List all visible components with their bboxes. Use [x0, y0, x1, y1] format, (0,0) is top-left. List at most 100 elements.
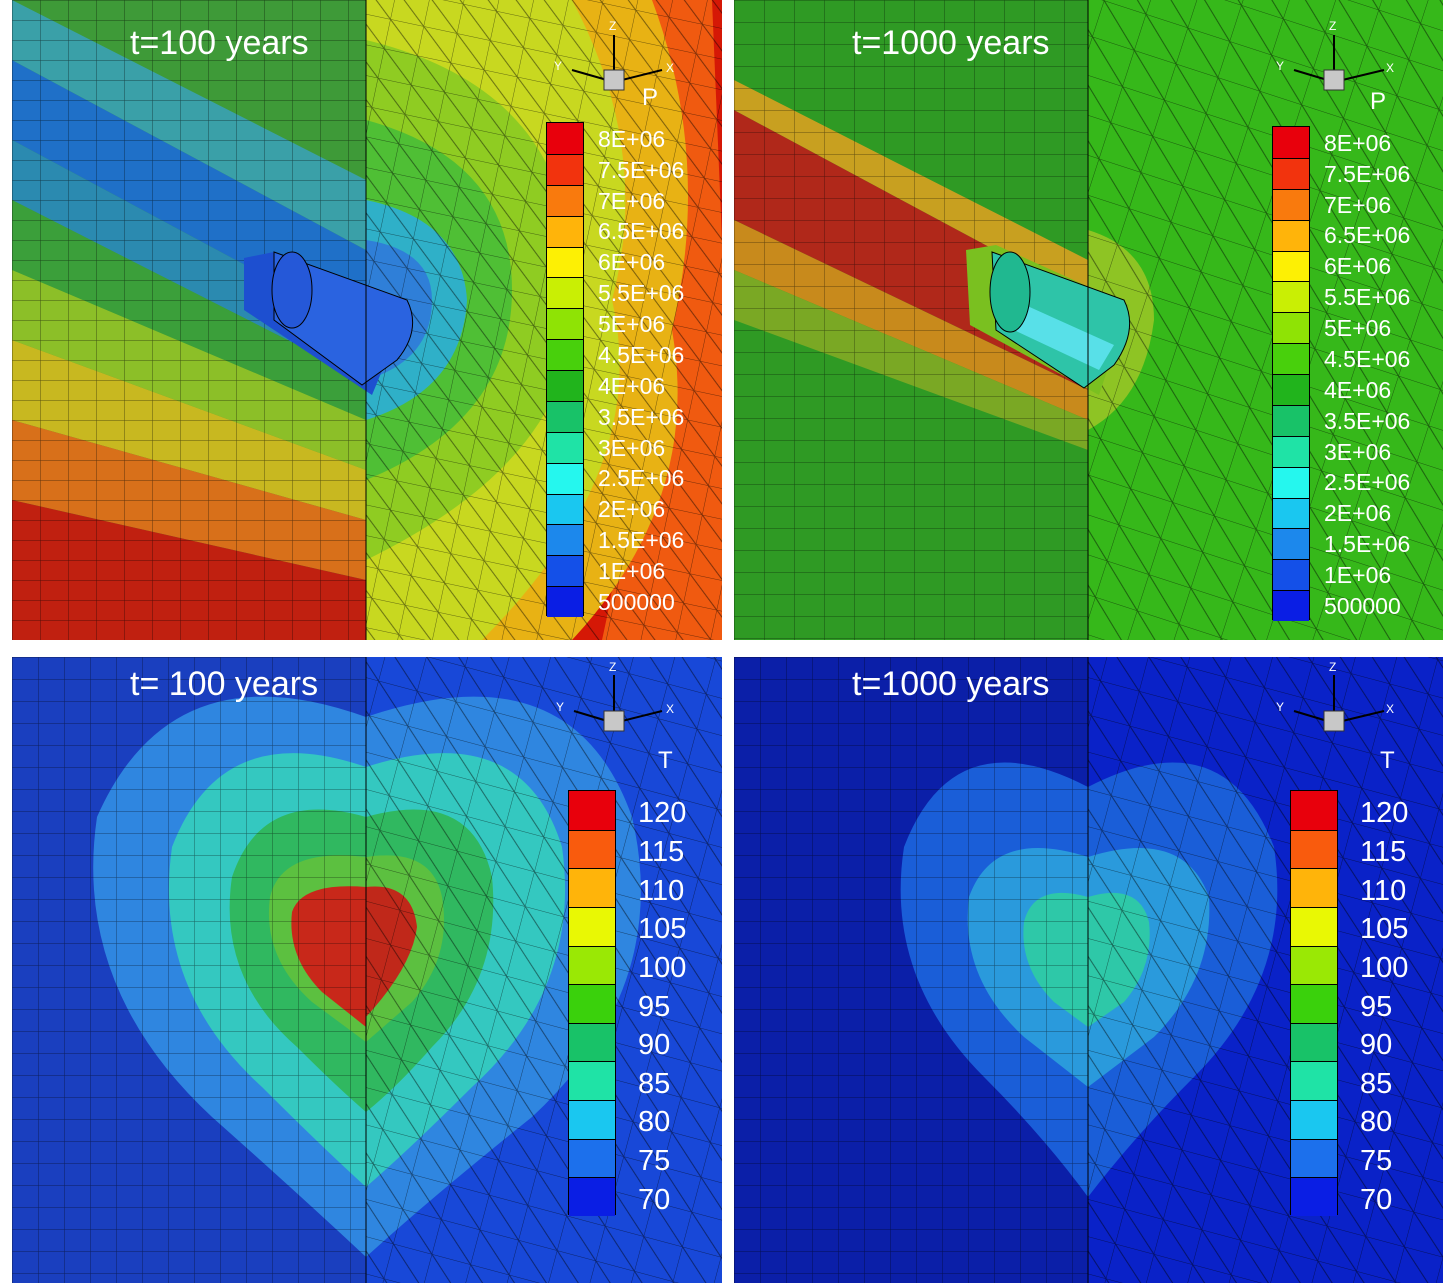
colorbar-tick-label: 8E+06: [598, 125, 666, 152]
colorbar-segment: [1273, 343, 1309, 374]
axis-z-label: Z: [1329, 660, 1337, 674]
colorbar-tick-label: 2.5E+06: [598, 465, 685, 492]
colorbar-segment: [547, 277, 583, 309]
panel-title: t=1000 years: [852, 24, 1050, 62]
colorbar-segment: [1273, 281, 1309, 313]
panel-title: t=100 years: [130, 24, 309, 62]
panel-title: t= 100 years: [130, 665, 319, 703]
colorbar-tick-label: 110: [638, 874, 685, 907]
colorbar-tick-label: 105: [1360, 913, 1409, 946]
colorbar-segment: [1291, 1061, 1337, 1101]
axis-x-label: X: [1386, 61, 1395, 75]
colorbar: [1272, 126, 1310, 621]
colorbar-tick-label: 6.5E+06: [1324, 222, 1411, 249]
colorbar-segment: [1273, 466, 1309, 498]
axis-y-label: Y: [1276, 59, 1285, 73]
legend-title: T: [658, 747, 673, 774]
colorbar-tick-label: 95: [1360, 990, 1393, 1023]
colorbar-segment: [569, 1061, 615, 1101]
colorbar-segment: [1291, 829, 1337, 869]
colorbar-segment: [1273, 404, 1309, 436]
colorbar-tick-label: 500000: [598, 588, 675, 615]
colorbar-tick-label: 105: [638, 913, 687, 946]
axis-y-label: Y: [1276, 700, 1285, 714]
colorbar-tick-label: 3E+06: [1324, 438, 1392, 465]
colorbar-segment: [1291, 791, 1337, 830]
colorbar-segment: [569, 1100, 615, 1139]
axis-triad: [1293, 675, 1385, 732]
colorbar-segment: [1291, 1177, 1337, 1216]
colorbar-tick-label: 3E+06: [598, 434, 666, 461]
colorbar: [568, 790, 616, 1216]
colorbar-segment: [1273, 250, 1309, 282]
colorbar-segment: [547, 555, 583, 587]
colorbar-tick-label: 2E+06: [598, 496, 666, 523]
colorbar-segment: [569, 868, 615, 907]
colorbar-tick-label: 7.5E+06: [1324, 160, 1411, 187]
legend-title: T: [1380, 747, 1395, 774]
colorbar-segment: [1291, 1022, 1337, 1062]
colorbar-segment: [547, 153, 583, 185]
colorbar-tick-label: 75: [1360, 1145, 1393, 1178]
axis-x-label: X: [666, 702, 675, 716]
colorbar-tick-label: 500000: [1324, 592, 1401, 619]
colorbar-segment: [569, 1022, 615, 1062]
colorbar-tick-label: 100: [1360, 951, 1409, 984]
temperature-panel-1000-years: t=1000 years Z Y X T 120 115 110 105 100 95 90…: [734, 657, 1443, 1283]
colorbar-segment: [1273, 374, 1309, 405]
temperature-field-1000: [734, 657, 1443, 1283]
colorbar-segment: [1273, 127, 1309, 158]
colorbar-segment: [569, 945, 615, 985]
colorbar-tick-label: 120: [638, 797, 687, 830]
colorbar: [1290, 790, 1338, 1216]
colorbar-segment: [1291, 1138, 1337, 1178]
colorbar-tick-label: 3.5E+06: [1324, 407, 1411, 434]
pressure-field-1000: [734, 0, 1443, 640]
colorbar-tick-label: 5.5E+06: [598, 280, 685, 307]
colorbar-segment: [1273, 435, 1309, 467]
legend-title: P: [1370, 88, 1387, 115]
colorbar-segment: [1291, 1100, 1337, 1139]
colorbar-segment: [1273, 497, 1309, 529]
colorbar-segment: [1273, 188, 1309, 220]
colorbar-tick-label: 6.5E+06: [598, 218, 685, 245]
colorbar-segment: [547, 123, 583, 154]
colorbar-tick-label: 2.5E+06: [1324, 469, 1411, 496]
colorbar-tick-label: 110: [1360, 874, 1407, 907]
colorbar-tick-label: 5E+06: [598, 311, 666, 338]
colorbar-tick-label: 6E+06: [598, 249, 666, 276]
colorbar-segment: [569, 1138, 615, 1178]
colorbar-tick-label: 4.5E+06: [1324, 345, 1411, 372]
colorbar-segment: [547, 308, 583, 340]
colorbar-tick-label: 75: [638, 1145, 671, 1178]
colorbar-tick-label: 6E+06: [1324, 253, 1392, 280]
colorbar-segment: [1291, 945, 1337, 985]
colorbar-segment: [569, 1177, 615, 1216]
colorbar-tick-label: 7E+06: [1324, 191, 1392, 218]
colorbar-tick-label: 100: [638, 951, 687, 984]
colorbar-segment: [1273, 559, 1309, 591]
panel-title: t=1000 years: [852, 665, 1050, 703]
colorbar-segment: [569, 984, 615, 1023]
colorbar-tick-label: 90: [638, 1029, 671, 1062]
colorbar-segment: [569, 791, 615, 830]
colorbar-segment: [1273, 528, 1309, 560]
axis-y-label: Y: [556, 700, 565, 714]
colorbar-segment: [547, 586, 583, 617]
legend-title: P: [642, 84, 659, 111]
colorbar-segment: [1291, 868, 1337, 907]
axis-x-label: X: [666, 61, 675, 75]
colorbar-tick-label: 1E+06: [598, 558, 666, 585]
colorbar: [546, 122, 584, 617]
colorbar-segment: [1273, 590, 1309, 621]
colorbar-tick-label: 1.5E+06: [1324, 531, 1411, 558]
colorbar-tick-label: 7.5E+06: [598, 156, 685, 183]
axis-z-label: Z: [609, 19, 617, 33]
colorbar-tick-label: 3.5E+06: [598, 403, 685, 430]
colorbar-tick-label: 8E+06: [1324, 129, 1392, 156]
colorbar-tick-label: 70: [638, 1183, 671, 1216]
axis-x-label: X: [1386, 702, 1395, 716]
colorbar-tick-label: 115: [638, 836, 685, 868]
colorbar-tick-label: 70: [1360, 1183, 1393, 1216]
colorbar-tick-label: 4.5E+06: [598, 341, 685, 368]
